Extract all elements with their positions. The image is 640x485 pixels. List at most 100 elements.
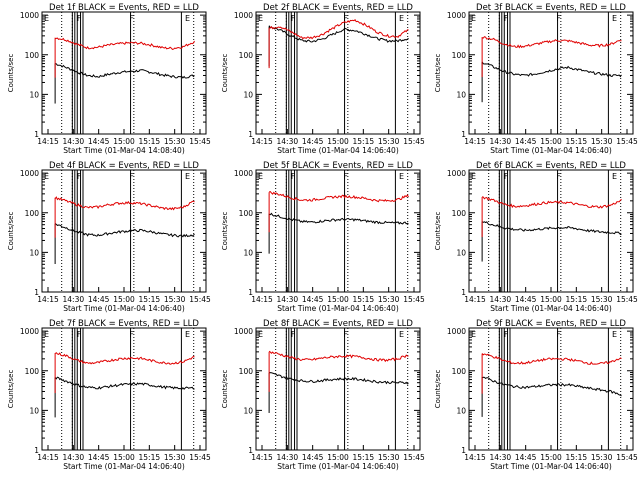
flag-label: F <box>77 172 82 181</box>
y-tick-label: 1 <box>461 130 466 139</box>
x-tick-label: 15:15 <box>353 453 375 462</box>
series-line-events <box>481 61 622 78</box>
y-tick-label: 10 <box>29 406 39 415</box>
series-line-events <box>54 223 195 238</box>
series-line-lld <box>54 196 195 211</box>
y-tick-label: 100 <box>452 51 467 60</box>
x-tick-label: 15:00 <box>327 295 349 304</box>
x-axis-label: Start Time (01-Mar-04 14:06:40) <box>490 304 612 313</box>
series-line-lld <box>268 191 409 203</box>
x-tick-label: 15:45 <box>616 453 638 462</box>
detector-panel-3: Det 3f BLACK = Events, RED = LLD Counts/s… <box>434 3 638 155</box>
series-line-events <box>55 63 195 79</box>
x-tick-label: 14:45 <box>515 453 537 462</box>
y-tick-label: 1000 <box>447 169 466 178</box>
y-axis-label: Counts/sec <box>221 54 229 93</box>
flag-label: F <box>129 330 134 339</box>
series-line-lld <box>269 19 409 40</box>
detector-panel-6: Det 6f BLACK = Events, RED = LLD Counts/s… <box>434 161 638 313</box>
flag-label: F <box>77 14 82 23</box>
flag-label: F <box>343 330 348 339</box>
flag-label: E <box>185 172 190 181</box>
flag-label: E <box>185 14 190 23</box>
panel-title: Det 2f BLACK = Events, RED = LLD <box>263 3 413 13</box>
y-tick-label: 1 <box>248 130 253 139</box>
flag-label: F <box>129 172 134 181</box>
x-tick-label: 14:45 <box>302 295 324 304</box>
x-tick-label: 14:30 <box>63 295 85 304</box>
series-line-events <box>268 212 409 225</box>
panel-title: Det 3f BLACK = Events, RED = LLD <box>476 3 626 13</box>
y-tick-label: 1 <box>461 288 466 297</box>
x-tick-label: 14:30 <box>490 137 512 146</box>
x-tick-label: 14:30 <box>277 453 299 462</box>
detector-panel-1: Det 1f BLACK = Events, RED = LLD Counts/s… <box>7 3 211 155</box>
x-tick-label: 14:15 <box>37 453 59 462</box>
flag-label: E <box>399 330 404 339</box>
x-tick-label: 15:00 <box>540 295 562 304</box>
series-line-lld <box>268 350 409 363</box>
x-tick-label: 15:30 <box>164 137 186 146</box>
y-tick-label: 10 <box>29 248 39 257</box>
panel-title: Det 8f BLACK = Events, RED = LLD <box>263 319 413 329</box>
x-tick-label: 15:45 <box>189 453 211 462</box>
x-tick-label: 15:45 <box>403 295 425 304</box>
y-tick-label: 100 <box>25 367 40 376</box>
y-tick-label: 100 <box>452 209 467 218</box>
panel-title: Det 9f BLACK = Events, RED = LLD <box>476 319 626 329</box>
y-tick-label: 10 <box>456 406 466 415</box>
y-axis-label: Counts/sec <box>434 212 442 251</box>
y-tick-label: 100 <box>239 367 254 376</box>
x-tick-label: 15:45 <box>189 295 211 304</box>
y-tick-label: 10 <box>243 248 253 257</box>
y-axis-label: Counts/sec <box>434 54 442 93</box>
x-tick-label: 15:45 <box>616 295 638 304</box>
flag-label: F <box>343 172 348 181</box>
flag-label: E <box>399 172 404 181</box>
x-tick-label: 14:15 <box>37 295 59 304</box>
x-tick-label: 15:30 <box>591 453 613 462</box>
x-tick-label: 14:30 <box>490 453 512 462</box>
y-tick-label: 1 <box>34 446 39 455</box>
panel-title: Det 1f BLACK = Events, RED = LLD <box>49 3 199 13</box>
y-axis-label: Counts/sec <box>221 212 229 251</box>
x-tick-label: 14:15 <box>251 137 273 146</box>
y-tick-label: 1000 <box>447 327 466 336</box>
x-tick-label: 15:30 <box>378 137 400 146</box>
flag-label: F <box>504 172 509 181</box>
series-line-events <box>481 221 622 236</box>
series-line-events <box>268 25 409 43</box>
panel-title: Det 7f BLACK = Events, RED = LLD <box>49 319 199 329</box>
y-axis-label: Counts/sec <box>7 212 15 251</box>
y-tick-label: 10 <box>456 248 466 257</box>
flag-label: F <box>291 14 296 23</box>
x-tick-label: 15:30 <box>591 137 613 146</box>
y-axis-label: Counts/sec <box>221 370 229 409</box>
x-axis-label: Start Time (01-Mar-04 14:08:40) <box>63 146 185 155</box>
y-tick-label: 1000 <box>20 169 39 178</box>
x-tick-label: 15:30 <box>164 295 186 304</box>
x-tick-label: 15:15 <box>566 295 588 304</box>
y-tick-label: 1000 <box>234 169 253 178</box>
x-tick-label: 14:45 <box>515 295 537 304</box>
flag-label: E <box>612 172 617 181</box>
x-tick-label: 14:30 <box>490 295 512 304</box>
y-tick-label: 1000 <box>447 11 466 20</box>
y-tick-label: 100 <box>239 51 254 60</box>
x-tick-label: 14:15 <box>251 453 273 462</box>
y-tick-label: 100 <box>452 367 467 376</box>
x-tick-label: 14:45 <box>302 137 324 146</box>
x-tick-label: 15:00 <box>113 137 135 146</box>
x-tick-label: 15:00 <box>113 295 135 304</box>
detector-panel-9: Det 9f BLACK = Events, RED = LLD Counts/s… <box>434 319 638 471</box>
x-axis-label: Start Time (01-Mar-04 14:06:40) <box>490 146 612 155</box>
detector-panel-8: Det 8f BLACK = Events, RED = LLD Counts/s… <box>221 319 425 471</box>
x-tick-label: 14:45 <box>515 137 537 146</box>
y-tick-label: 1000 <box>234 327 253 336</box>
x-tick-label: 14:15 <box>251 295 273 304</box>
x-tick-label: 14:45 <box>88 453 110 462</box>
flag-label: E <box>44 330 49 339</box>
panel-title: Det 5f BLACK = Events, RED = LLD <box>263 161 413 171</box>
y-axis-label: Counts/sec <box>7 370 15 409</box>
